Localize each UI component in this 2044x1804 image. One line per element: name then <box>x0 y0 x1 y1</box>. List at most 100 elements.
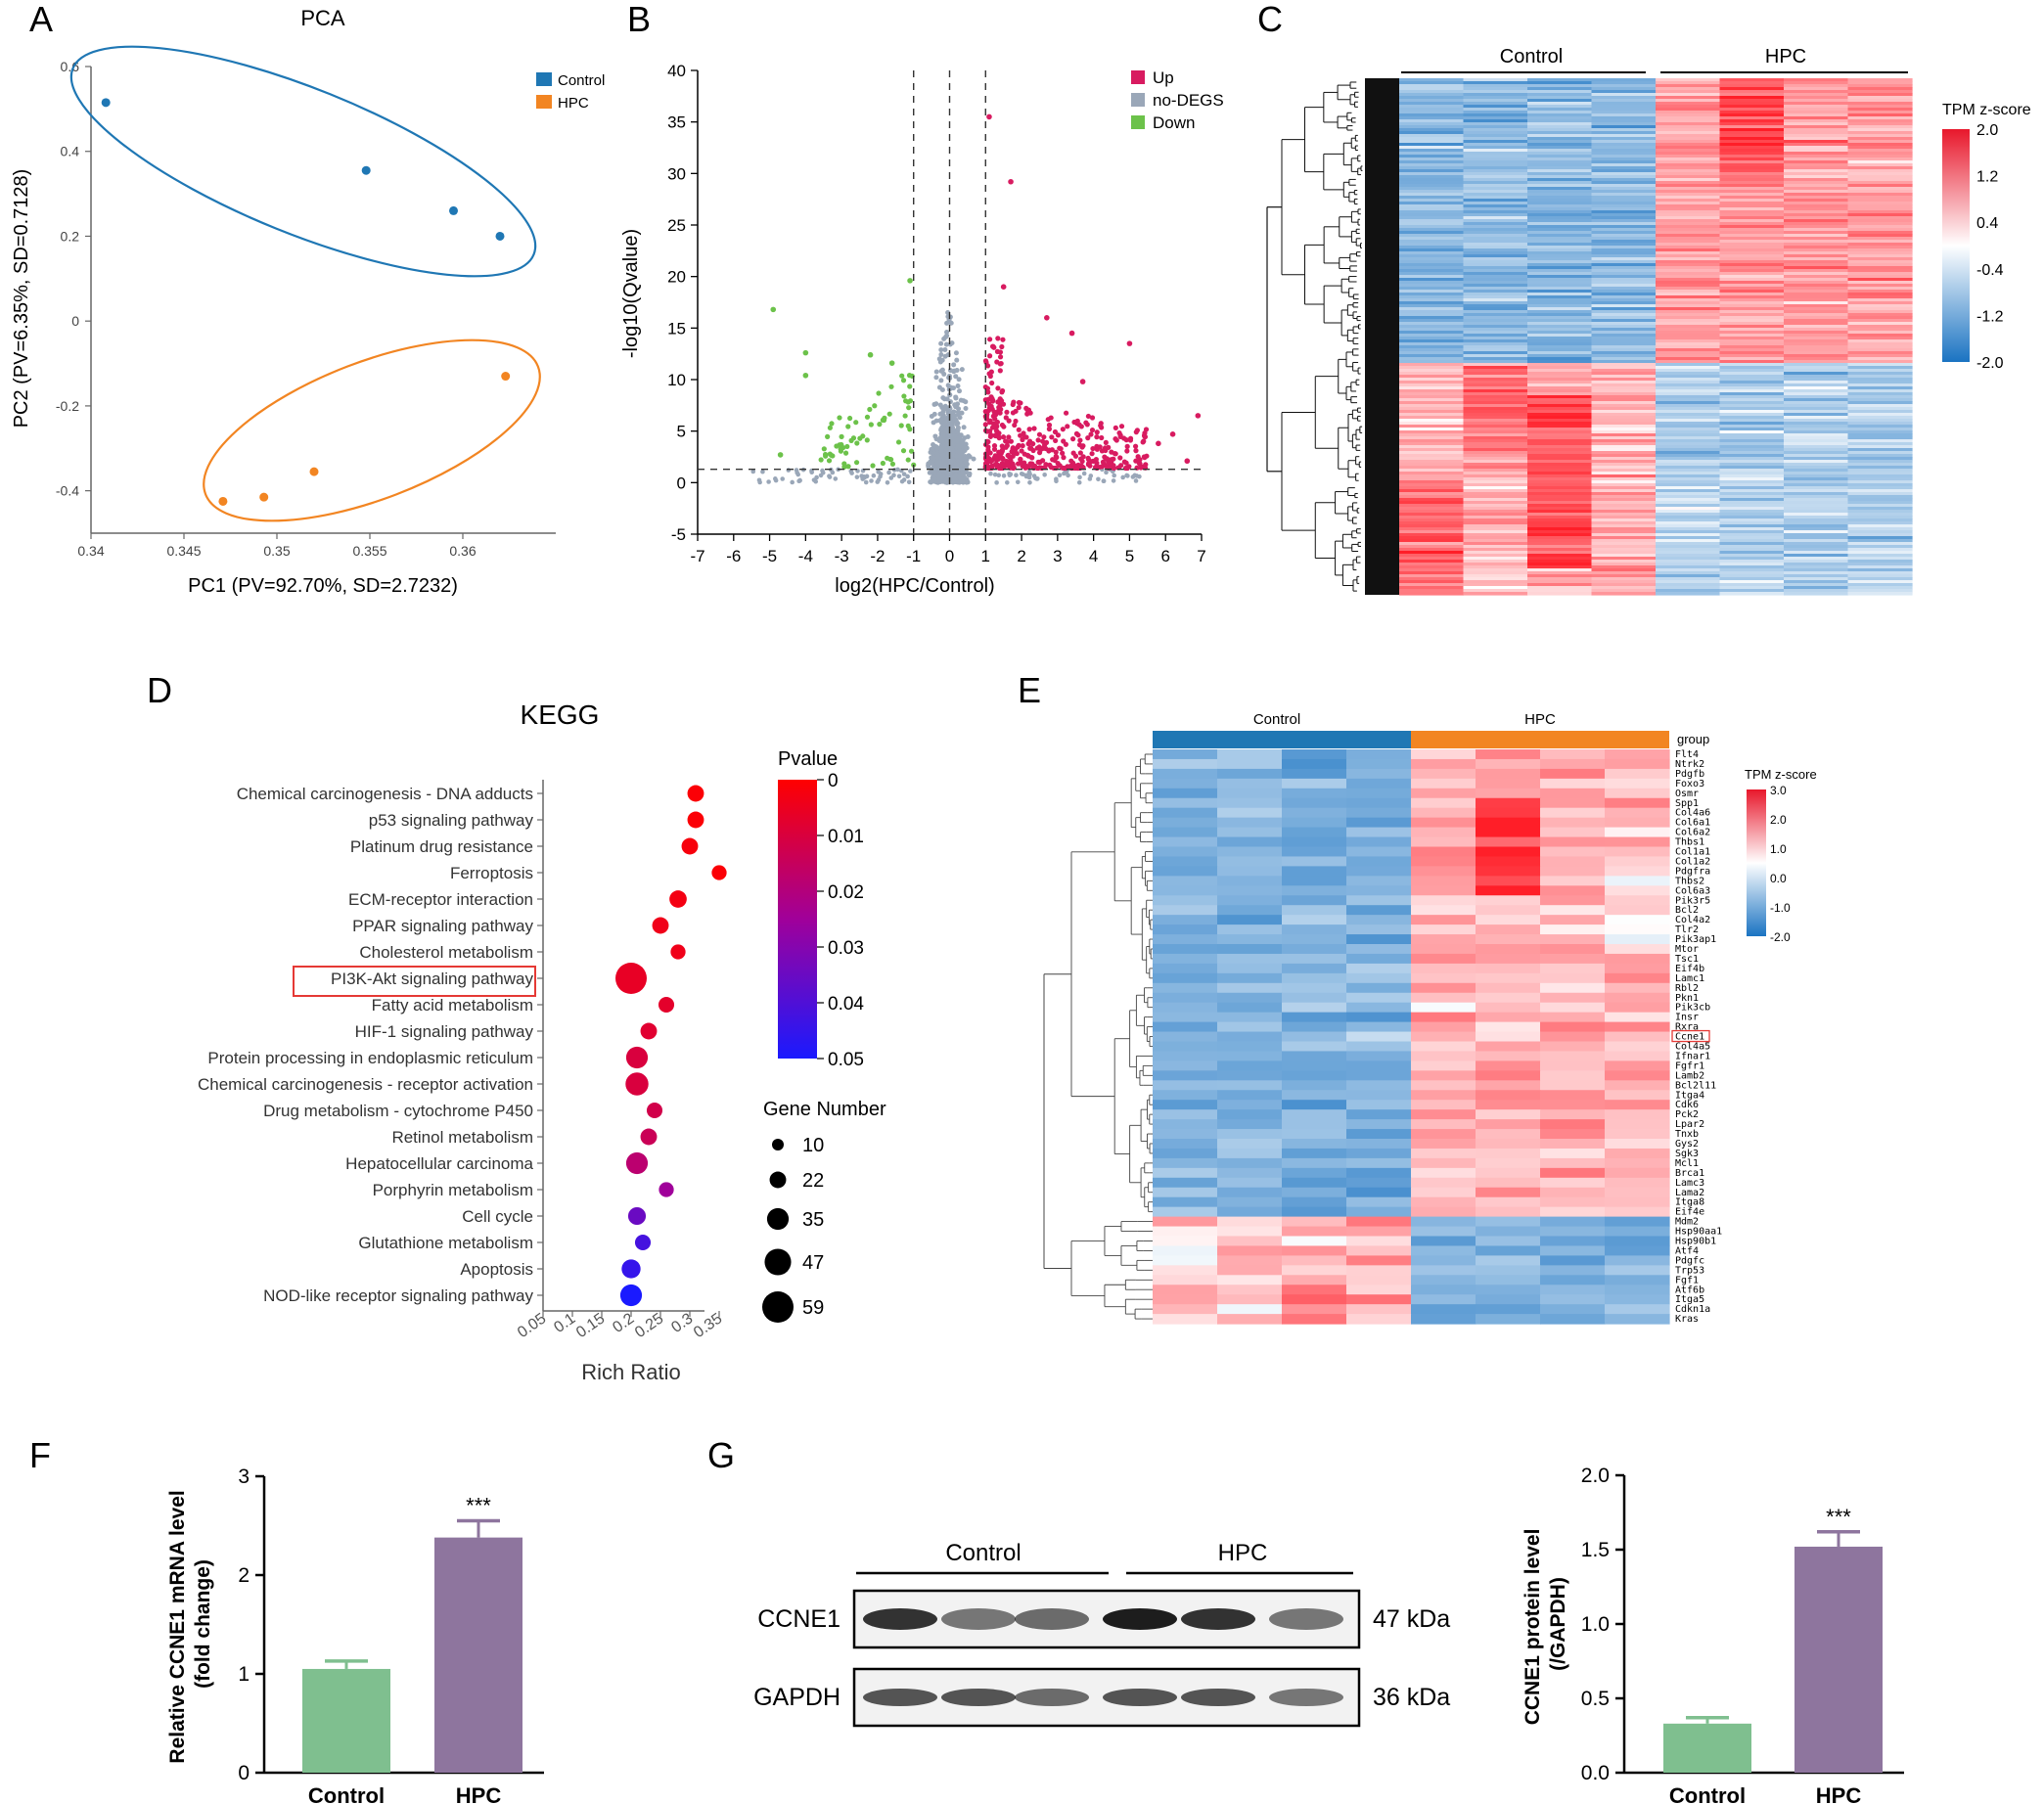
heatmap-e-cell <box>1346 1109 1412 1120</box>
kegg-size-title: Gene Number <box>763 1099 886 1120</box>
pca-point-hpc <box>218 496 228 506</box>
heatmap-c-cell <box>1399 554 1465 558</box>
volcano-point-nodeg <box>955 412 961 418</box>
heatmap-c-cell <box>1784 483 1849 487</box>
heatmap-e-cell <box>1282 1109 1347 1120</box>
kegg-size-dot <box>769 1171 787 1189</box>
heatmap-c-cell <box>1656 381 1721 384</box>
heatmap-c-cell <box>1399 295 1465 299</box>
heatmap-e-cell <box>1540 1216 1606 1228</box>
heatmap-c-cell <box>1847 463 1913 467</box>
heatmap-c-cell <box>1463 190 1528 194</box>
volcano-point-nodeg <box>871 473 877 478</box>
heatmap-e-cell <box>1476 836 1541 848</box>
heatmap-e-cell <box>1217 1031 1283 1043</box>
heatmap-c-cell <box>1527 251 1593 255</box>
heatmap-e-cell <box>1411 846 1476 858</box>
heatmap-c-cell <box>1591 366 1657 370</box>
heatmap-e-cell <box>1411 1177 1476 1189</box>
volcano-point-down <box>901 393 907 399</box>
volcano-point-up <box>986 353 993 359</box>
heatmap-e-gene-label: Insr <box>1675 1013 1699 1023</box>
heatmap-c-cell <box>1656 254 1721 258</box>
heatmap-e-cell <box>1605 758 1670 770</box>
volcano-point-nodeg <box>959 367 965 373</box>
heatmap-c-cell <box>1399 345 1465 349</box>
heatmap-e-colorbar <box>1747 789 1766 936</box>
heatmap-e-colorbar-tick: 0.0 <box>1770 872 1787 885</box>
heatmap-c-cell <box>1527 334 1593 338</box>
heatmap-c-cell <box>1527 140 1593 144</box>
volcano-point-up <box>1169 431 1176 437</box>
heatmap-c-cell <box>1847 196 1913 200</box>
volcano-point-up <box>1055 432 1062 438</box>
heatmap-c-cell <box>1591 160 1657 164</box>
heatmap-c-cell <box>1656 533 1721 537</box>
heatmap-c-cell <box>1591 574 1657 578</box>
heatmap-e-cell <box>1282 836 1347 848</box>
heatmap-e-cell <box>1282 963 1347 974</box>
heatmap-c-cell <box>1591 498 1657 502</box>
volcano-point-nodeg <box>940 452 946 458</box>
heatmap-c-cell <box>1527 554 1593 558</box>
heatmap-c-cell <box>1719 234 1785 238</box>
heatmap-c-cell <box>1527 542 1593 546</box>
heatmap-e-cell <box>1282 1041 1347 1053</box>
heatmap-c-cell <box>1591 375 1657 379</box>
heatmap-c-cell <box>1527 202 1593 205</box>
volcano-point-nodeg <box>933 436 939 442</box>
heatmap-e-colorbar-tick: 2.0 <box>1770 813 1787 827</box>
heatmap-c-cell <box>1656 466 1721 470</box>
heatmap-c-cell <box>1656 181 1721 185</box>
heatmap-c-cell <box>1847 152 1913 156</box>
heatmap-c-cell <box>1847 375 1913 379</box>
heatmap-c-cell <box>1719 492 1785 496</box>
heatmap-c-cell <box>1463 105 1528 109</box>
heatmap-e-cell <box>1153 1294 1218 1305</box>
volcano-point-up <box>1036 450 1043 456</box>
heatmap-c-cell <box>1527 422 1593 426</box>
heatmap-c-cell <box>1656 108 1721 112</box>
heatmap-c-cell <box>1719 108 1785 112</box>
heatmap-c-cell <box>1656 207 1721 211</box>
heatmap-c-cell <box>1463 304 1528 308</box>
heatmap-c-cell <box>1527 513 1593 517</box>
heatmap-c-cell <box>1847 348 1913 352</box>
heatmap-e-cell <box>1605 1100 1670 1110</box>
heatmap-c-cell <box>1656 571 1721 575</box>
heatmap-c-cell <box>1656 99 1721 103</box>
heatmap-c-cell <box>1399 184 1465 188</box>
heatmap-c-cell <box>1399 166 1465 170</box>
heatmap-e-cell <box>1605 1129 1670 1140</box>
heatmap-c-cell <box>1784 319 1849 323</box>
heatmap-c-cell <box>1527 381 1593 384</box>
heatmap-c-cell <box>1399 469 1465 473</box>
heatmap-c-cell <box>1463 87 1528 91</box>
heatmap-e-cell <box>1540 1090 1606 1101</box>
heatmap-c-cell <box>1847 442 1913 446</box>
heatmap-c-cell <box>1463 483 1528 487</box>
heatmap-c-cell <box>1591 316 1657 320</box>
heatmap-c-cell <box>1784 378 1849 382</box>
heatmap-c-cell <box>1847 81 1913 85</box>
heatmap-c-cell <box>1527 586 1593 590</box>
heatmap-e-cell <box>1153 1139 1218 1150</box>
heatmap-c-cell <box>1527 307 1593 311</box>
volcano-point-up <box>1143 462 1149 468</box>
heatmap-c-cell <box>1847 524 1913 528</box>
heatmap-e-cell <box>1540 768 1606 780</box>
heatmap-e-cell <box>1411 915 1476 925</box>
heatmap-c-cell <box>1399 436 1465 440</box>
kegg-size-label: 47 <box>802 1252 824 1274</box>
heatmap-c-cell <box>1527 530 1593 534</box>
heatmap-e-cell <box>1153 768 1218 780</box>
heatmap-c-cell <box>1784 334 1849 338</box>
volcano-point-nodeg <box>960 449 966 455</box>
volcano-point-up <box>1046 422 1053 428</box>
heatmap-c-cell <box>1527 146 1593 150</box>
heatmap-e-cell <box>1605 895 1670 906</box>
volcano-threshold-lines <box>698 70 1202 534</box>
heatmap-c-cell <box>1527 536 1593 540</box>
heatmap-c-cell <box>1591 401 1657 405</box>
heatmap-c-cell <box>1847 304 1913 308</box>
